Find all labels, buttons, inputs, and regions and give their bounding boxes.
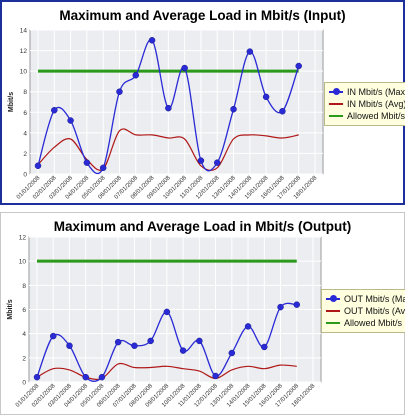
data-point [98,373,106,381]
legend-item-avg: OUT Mbit/s (Avg) [326,305,405,317]
data-point [51,106,58,114]
legend-label: OUT Mbit/s (Max) [344,294,405,304]
y-tick-label: 6 [23,110,27,117]
legend-swatch-allowed [326,319,340,327]
line-chart-output: 024681012Mbit/s01/01/200802/01/200803/01… [7,235,322,409]
data-point [230,105,237,113]
data-point [163,308,171,316]
data-point [33,373,41,381]
legend-label: IN Mbit/s (Avg) [347,99,405,109]
legend-label: Allowed Mbit/s [344,318,403,328]
legend-item-allowed: Allowed Mbit/s [326,317,405,329]
chart-title: Maximum and Average Load in Mbit/s (Inpu… [59,8,346,23]
data-point [277,303,284,311]
legend-item-avg: IN Mbit/s (Avg) [329,98,405,110]
data-point [293,301,301,308]
data-point [262,93,270,101]
y-tick-label: 2 [23,151,27,158]
data-point [279,108,286,115]
legend-swatch-avg [329,100,343,108]
legend-label: Allowed Mbit/s [347,111,405,121]
y-tick-label: 8 [22,283,26,290]
data-point [295,62,302,70]
legend-item-max: IN Mbit/s (Max) [329,86,405,98]
legend-item-allowed: Allowed Mbit/s [329,110,405,122]
data-point [67,117,74,124]
data-point [228,349,236,357]
plot-area [29,29,324,175]
data-point [179,347,187,354]
data-point [212,372,219,380]
y-axis-label: Mbit/s [8,92,15,112]
y-tick-label: 6 [22,307,26,314]
data-point [66,342,73,349]
data-point [131,342,138,349]
y-tick-label: 0 [23,172,27,179]
chart-legend: OUT Mbit/s (Max) OUT Mbit/s (Avg) Allowe… [321,289,405,333]
chart-panel-input: Maximum and Average Load in Mbit/s (Inpu… [0,0,405,205]
legend-label: OUT Mbit/s (Avg) [344,306,405,316]
data-point [165,104,172,112]
chart-panel-output: Maximum and Average Load in Mbit/s (Outp… [0,212,405,415]
legend-swatch-allowed [329,112,343,120]
data-point [99,164,107,172]
y-tick-label: 10 [19,259,27,266]
legend-swatch-max [326,295,340,303]
y-tick-label: 8 [23,89,27,96]
data-point [196,337,203,345]
data-point [132,72,140,79]
y-tick-label: 10 [20,69,28,76]
data-point [147,337,154,345]
data-point [114,338,122,346]
data-point [246,48,254,55]
chart-title: Maximum and Average Load in Mbit/s (Outp… [53,219,352,234]
data-point [181,64,188,72]
legend-swatch-avg [326,307,340,315]
series-line-avg [36,362,297,380]
legend-label: IN Mbit/s (Max) [347,87,405,97]
y-tick-label: 0 [22,380,26,387]
legend-item-max: OUT Mbit/s (Max) [326,293,405,305]
line-chart-input: 02468101214Mbit/s01/01/200802/01/200803/… [8,28,324,201]
y-tick-label: 12 [19,235,27,242]
data-point [261,343,268,351]
y-axis-label: Mbit/s [7,299,14,319]
data-point [197,157,205,164]
y-tick-label: 12 [20,48,28,55]
y-tick-label: 2 [22,355,26,362]
legend-swatch-max [329,88,343,96]
data-point [213,159,221,166]
data-point [82,373,89,381]
data-point [83,159,91,166]
data-point [244,323,252,330]
data-point [116,88,123,95]
y-tick-label: 4 [22,331,26,338]
y-tick-label: 4 [23,130,27,137]
data-point [49,332,57,340]
data-point [148,37,156,44]
data-point [34,162,42,170]
chart-legend: IN Mbit/s (Max) IN Mbit/s (Avg) Allowed … [324,82,405,126]
y-tick-label: 14 [20,28,28,35]
